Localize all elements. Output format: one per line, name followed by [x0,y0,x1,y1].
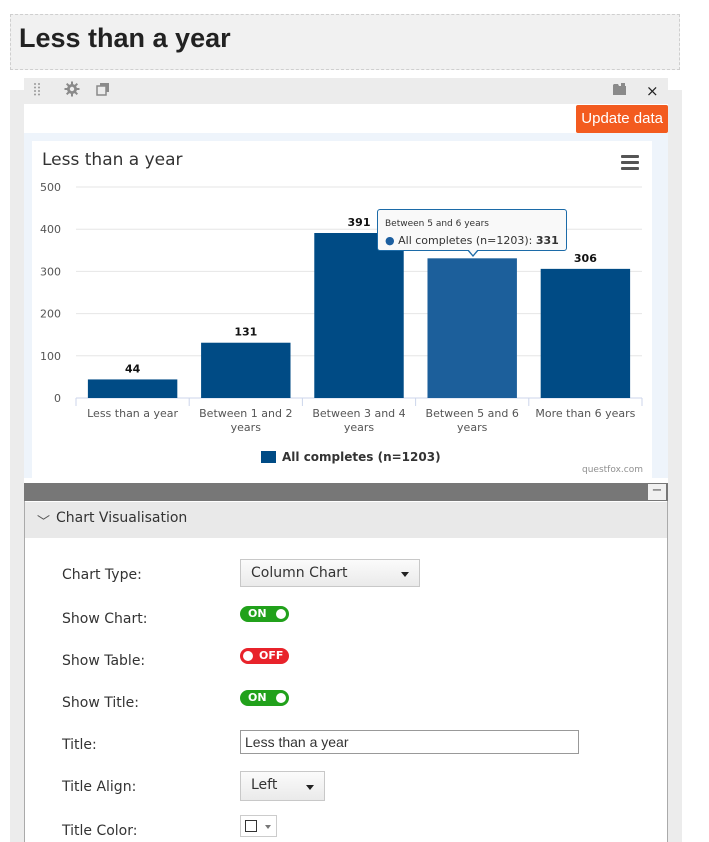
chevron-down-icon[interactable]: ﹀ [37,515,51,530]
chart-menu-icon[interactable] [621,155,639,171]
chevron-down-icon [265,825,271,829]
collapse-button[interactable]: − [648,484,666,500]
title-align-value: Left [251,777,278,793]
tooltip-value-line: ● All completes (n=1203): 331 [385,234,559,247]
show-table-toggle[interactable]: OFF [240,648,289,664]
chart-type-value: Column Chart [251,565,348,581]
tooltip-series-label: All completes (n=1203): [398,234,533,247]
title-color-picker[interactable] [240,815,277,837]
section-header[interactable] [25,502,667,538]
legend-swatch [261,451,276,463]
show-title-toggle[interactable]: ON [240,690,289,706]
legend-label: All completes (n=1203) [282,450,441,464]
chart-type-select[interactable]: Column Chart [240,559,420,587]
toggle-knob [243,651,253,661]
update-data-button[interactable]: Update data [576,105,668,133]
chart-credit[interactable]: questfox.com [582,465,643,475]
title-label: Title: [62,737,97,753]
title-color-label: Title Color: [62,823,138,839]
tooltip-category: Between 5 and 6 years [385,219,489,229]
toggle-knob [276,609,286,619]
gear-icon[interactable] [64,81,80,102]
show-chart-label: Show Chart: [62,611,148,627]
tooltip-value: 331 [535,234,559,247]
toggle-knob [276,693,286,703]
close-icon[interactable]: × [646,82,659,100]
title-align-label: Title Align: [62,779,137,795]
chart-tooltip: Between 5 and 6 years ● All completes (n… [377,209,567,251]
widget-toolbar: × [24,78,668,104]
chart-legend[interactable]: All completes (n=1203) [261,450,441,464]
chevron-down-icon [401,572,409,577]
drag-handle-icon[interactable] [34,81,40,101]
folder-icon[interactable] [612,81,627,101]
title-input[interactable] [240,730,579,754]
chart-card [32,141,652,478]
show-title-label: Show Title: [62,695,139,711]
page-title: Less than a year [19,23,231,53]
copy-icon[interactable] [96,81,110,101]
chevron-down-icon [306,785,314,790]
show-chart-toggle[interactable]: ON [240,606,289,622]
title-align-select[interactable]: Left [240,771,325,801]
show-table-state: OFF [259,649,284,662]
show-table-label: Show Table: [62,653,146,669]
color-swatch [245,820,257,832]
chart-type-label: Chart Type: [62,567,142,583]
page-title-box: Less than a year [10,14,680,70]
section-divider-bar [24,483,668,501]
tooltip-arrow-inner [468,249,478,255]
chart-visualisation-section [24,501,668,842]
show-title-state: ON [248,691,267,704]
tooltip-bullet: ● [385,234,395,247]
section-title[interactable]: Chart Visualisation [56,510,188,526]
show-chart-state: ON [248,607,267,620]
